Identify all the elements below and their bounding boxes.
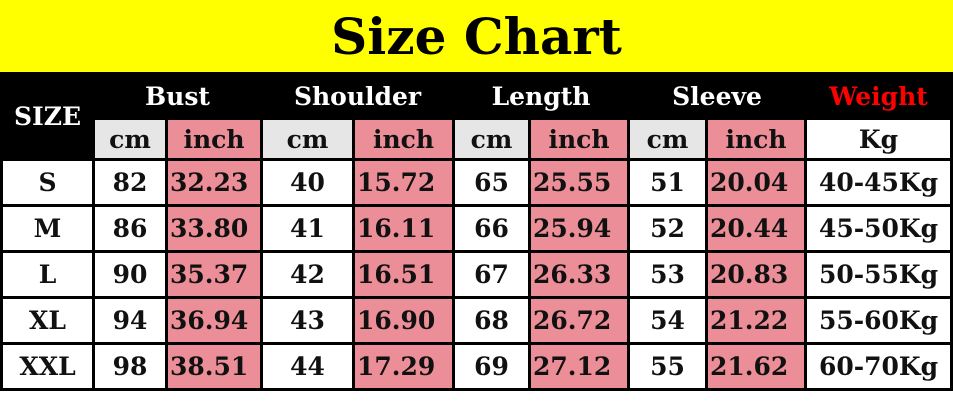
cell-bust-in: 36.94 [165, 296, 263, 345]
cell-bust-in: 38.51 [165, 342, 263, 391]
unit-cm: cm [452, 117, 532, 161]
cell-shoulder-cm: 42 [260, 250, 355, 299]
table-row: XL 94 36.94 43 16.90 68 26.72 54 21.22 55-60Kg [0, 296, 953, 345]
cell-bust-cm: 86 [92, 204, 168, 253]
cell-bust-cm: 94 [92, 296, 168, 345]
unit-inch: inch [165, 117, 263, 161]
cell-sleeve-in: 21.22 [705, 296, 808, 345]
cell-bust-in: 33.80 [165, 204, 263, 253]
size-table: SIZE Bust Shoulder Length Sleeve Weight … [0, 72, 953, 391]
table-row: L 90 35.37 42 16.51 67 26.33 53 20.83 50-55Kg [0, 250, 953, 299]
cell-sleeve-in: 21.62 [705, 342, 808, 391]
cell-sleeve-cm: 54 [627, 296, 709, 345]
cell-length-cm: 67 [452, 250, 532, 299]
cell-sleeve-in: 20.04 [705, 158, 808, 207]
unit-inch: inch [705, 117, 808, 161]
table-row: S 82 32.23 40 15.72 65 25.55 51 20.04 40-45Kg [0, 158, 953, 207]
cell-size: XL [0, 296, 95, 345]
header-bust: Bust [92, 72, 263, 120]
cell-length-in: 26.33 [528, 250, 631, 299]
cell-bust-in: 32.23 [165, 158, 263, 207]
unit-cm: cm [260, 117, 355, 161]
cell-length-in: 26.72 [528, 296, 631, 345]
cell-weight: 45-50Kg [804, 204, 953, 253]
unit-row: cm inch cm inch cm inch cm inch Kg [2, 117, 953, 161]
cell-size: XXL [0, 342, 95, 391]
cell-weight: 55-60Kg [804, 296, 953, 345]
header-sleeve: Sleeve [627, 72, 808, 120]
header-length: Length [452, 72, 631, 120]
cell-shoulder-cm: 40 [260, 158, 355, 207]
cell-sleeve-cm: 52 [627, 204, 709, 253]
cell-length-cm: 69 [452, 342, 532, 391]
cell-weight: 60-70Kg [804, 342, 953, 391]
cell-shoulder-cm: 44 [260, 342, 355, 391]
cell-sleeve-cm: 55 [627, 342, 709, 391]
cell-bust-in: 35.37 [165, 250, 263, 299]
cell-shoulder-cm: 43 [260, 296, 355, 345]
table-row: XXL 98 38.51 44 17.29 69 27.12 55 21.62 60-70Kg [0, 342, 953, 391]
header-shoulder: Shoulder [259, 72, 456, 120]
cell-length-in: 27.12 [528, 342, 631, 391]
cell-weight: 50-55Kg [804, 250, 953, 299]
unit-cm: cm [92, 117, 168, 161]
cell-shoulder-in: 16.51 [351, 250, 456, 299]
cell-length-cm: 68 [452, 296, 532, 345]
cell-shoulder-in: 17.29 [351, 342, 456, 391]
cell-shoulder-in: 15.72 [351, 158, 456, 207]
header-size: SIZE [0, 72, 95, 161]
cell-size: M [0, 204, 95, 253]
cell-bust-cm: 90 [92, 250, 168, 299]
chart-title: Size Chart [0, 0, 953, 72]
cell-bust-cm: 98 [92, 342, 168, 391]
cell-length-in: 25.55 [528, 158, 631, 207]
cell-length-cm: 65 [452, 158, 532, 207]
cell-size: S [0, 158, 95, 207]
cell-length-cm: 66 [452, 204, 532, 253]
unit-cm: cm [627, 117, 709, 161]
header-row: SIZE Bust Shoulder Length Sleeve Weight [0, 72, 953, 161]
cell-sleeve-cm: 51 [627, 158, 709, 207]
header-weight: Weight [804, 72, 953, 120]
cell-shoulder-in: 16.90 [351, 296, 456, 345]
cell-sleeve-in: 20.44 [705, 204, 808, 253]
cell-sleeve-cm: 53 [627, 250, 709, 299]
cell-sleeve-in: 20.83 [705, 250, 808, 299]
cell-weight: 40-45Kg [804, 158, 953, 207]
unit-inch: inch [528, 117, 631, 161]
unit-inch: inch [351, 117, 456, 161]
cell-shoulder-cm: 41 [260, 204, 355, 253]
cell-bust-cm: 82 [92, 158, 168, 207]
unit-kg: Kg [804, 117, 953, 161]
cell-size: L [0, 250, 95, 299]
table-row: M 86 33.80 41 16.11 66 25.94 52 20.44 45-50Kg [0, 204, 953, 253]
cell-shoulder-in: 16.11 [351, 204, 456, 253]
cell-length-in: 25.94 [528, 204, 631, 253]
